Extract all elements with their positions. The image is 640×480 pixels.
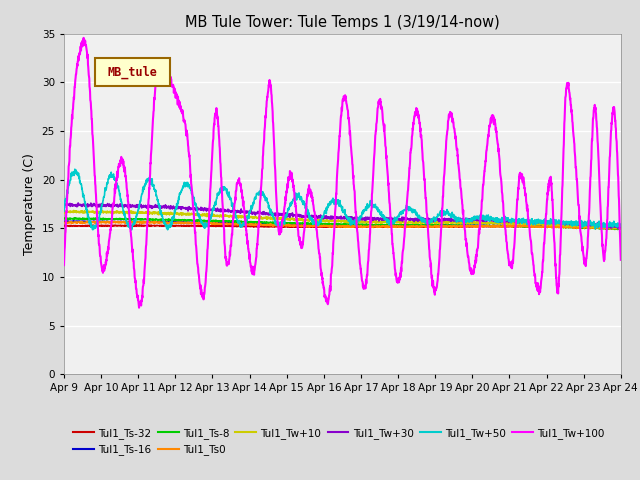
Tul1_Tw+100	[371, 139, 379, 145]
Tul1_Tw+30	[359, 216, 367, 221]
Y-axis label: Temperature (C): Temperature (C)	[23, 153, 36, 255]
Tul1_Tw+30	[216, 208, 223, 214]
Tul1_Tw+100	[135, 305, 143, 311]
Tul1_Tw+10	[371, 220, 379, 226]
Tul1_Tw+10	[359, 219, 367, 225]
Tul1_Ts-8	[216, 218, 223, 224]
Line: Tul1_Tw+100: Tul1_Tw+100	[64, 38, 621, 308]
Line: Tul1_Ts-16: Tul1_Ts-16	[64, 221, 621, 228]
Tul1_Ts-8	[614, 227, 621, 232]
Tul1_Ts-16	[63, 218, 70, 224]
Tul1_Tw+50	[371, 204, 379, 209]
Tul1_Ts-16	[60, 219, 68, 225]
Tul1_Ts-16	[568, 224, 575, 229]
Tul1_Tw+50	[60, 208, 68, 214]
Tul1_Ts0	[371, 224, 379, 229]
Text: MB_tule: MB_tule	[108, 65, 157, 79]
FancyBboxPatch shape	[95, 59, 170, 86]
Tul1_Tw+10	[568, 223, 575, 228]
Tul1_Tw+50	[584, 220, 591, 226]
Tul1_Ts-16	[371, 223, 379, 228]
Tul1_Tw+10	[504, 219, 512, 225]
Tul1_Ts-8	[359, 222, 367, 228]
Tul1_Tw+100	[505, 256, 513, 262]
Tul1_Ts-32	[371, 224, 379, 230]
Tul1_Tw+10	[70, 207, 77, 213]
Tul1_Tw+100	[568, 112, 576, 118]
Line: Tul1_Ts0: Tul1_Ts0	[64, 221, 621, 229]
Tul1_Ts-16	[504, 223, 512, 228]
Tul1_Tw+100	[216, 145, 223, 151]
Tul1_Tw+30	[568, 221, 575, 227]
Tul1_Ts-8	[584, 225, 591, 231]
Tul1_Ts0	[504, 223, 512, 229]
Tul1_Ts-8	[371, 222, 379, 228]
Tul1_Tw+10	[216, 214, 223, 220]
Tul1_Ts-32	[605, 225, 613, 230]
Tul1_Tw+30	[74, 200, 82, 206]
Tul1_Tw+100	[617, 257, 625, 263]
Tul1_Tw+100	[80, 35, 88, 41]
Tul1_Tw+50	[71, 166, 79, 172]
Tul1_Ts-16	[216, 220, 223, 226]
Tul1_Tw+50	[128, 227, 136, 233]
Tul1_Ts-16	[584, 224, 591, 230]
Tul1_Ts0	[616, 226, 623, 232]
Tul1_Tw+30	[617, 224, 625, 230]
Tul1_Tw+30	[614, 226, 621, 231]
Tul1_Tw+10	[60, 209, 68, 215]
Line: Tul1_Tw+10: Tul1_Tw+10	[64, 210, 621, 228]
Tul1_Tw+10	[613, 226, 621, 231]
Tul1_Tw+30	[504, 217, 512, 223]
Tul1_Tw+50	[359, 207, 367, 213]
Tul1_Tw+100	[60, 262, 68, 268]
Tul1_Ts0	[568, 224, 575, 230]
Tul1_Ts-32	[617, 225, 625, 230]
Tul1_Ts-16	[359, 222, 367, 228]
Line: Tul1_Tw+50: Tul1_Tw+50	[64, 169, 621, 230]
Tul1_Tw+50	[216, 188, 223, 194]
Tul1_Ts-8	[92, 215, 100, 221]
Tul1_Ts-32	[136, 222, 143, 228]
Title: MB Tule Tower: Tule Temps 1 (3/19/14-now): MB Tule Tower: Tule Temps 1 (3/19/14-now…	[185, 15, 500, 30]
Tul1_Tw+30	[371, 215, 379, 220]
Tul1_Tw+30	[584, 222, 591, 228]
Tul1_Ts-16	[617, 225, 625, 230]
Tul1_Tw+50	[617, 221, 625, 227]
Line: Tul1_Tw+30: Tul1_Tw+30	[64, 203, 621, 228]
Tul1_Ts-8	[568, 225, 575, 230]
Tul1_Ts0	[60, 220, 68, 226]
Tul1_Tw+10	[617, 225, 625, 231]
Tul1_Ts-32	[504, 224, 512, 229]
Tul1_Ts-32	[584, 224, 591, 229]
Tul1_Tw+50	[568, 221, 576, 227]
Tul1_Ts-16	[612, 225, 620, 230]
Tul1_Tw+100	[359, 284, 367, 289]
Tul1_Ts-32	[359, 224, 367, 229]
Tul1_Ts0	[83, 218, 91, 224]
Tul1_Tw+50	[505, 218, 513, 224]
Tul1_Ts-8	[504, 224, 512, 229]
Tul1_Tw+100	[584, 245, 591, 251]
Tul1_Ts-32	[60, 223, 68, 228]
Line: Tul1_Ts-32: Tul1_Ts-32	[64, 225, 621, 228]
Line: Tul1_Ts-8: Tul1_Ts-8	[64, 218, 621, 229]
Tul1_Ts0	[584, 224, 591, 230]
Legend: Tul1_Ts-32, Tul1_Ts-16, Tul1_Ts-8, Tul1_Ts0, Tul1_Tw+10, Tul1_Tw+30, Tul1_Tw+50,: Tul1_Ts-32, Tul1_Ts-16, Tul1_Ts-8, Tul1_…	[69, 424, 609, 459]
Tul1_Ts-8	[60, 216, 68, 221]
Tul1_Tw+30	[60, 203, 68, 209]
Tul1_Ts0	[216, 220, 223, 226]
Tul1_Ts-32	[568, 224, 575, 229]
Tul1_Ts-32	[216, 223, 223, 229]
Tul1_Ts0	[617, 225, 625, 231]
Tul1_Ts0	[359, 224, 367, 230]
Tul1_Ts-8	[617, 226, 625, 231]
Tul1_Tw+10	[584, 223, 591, 229]
